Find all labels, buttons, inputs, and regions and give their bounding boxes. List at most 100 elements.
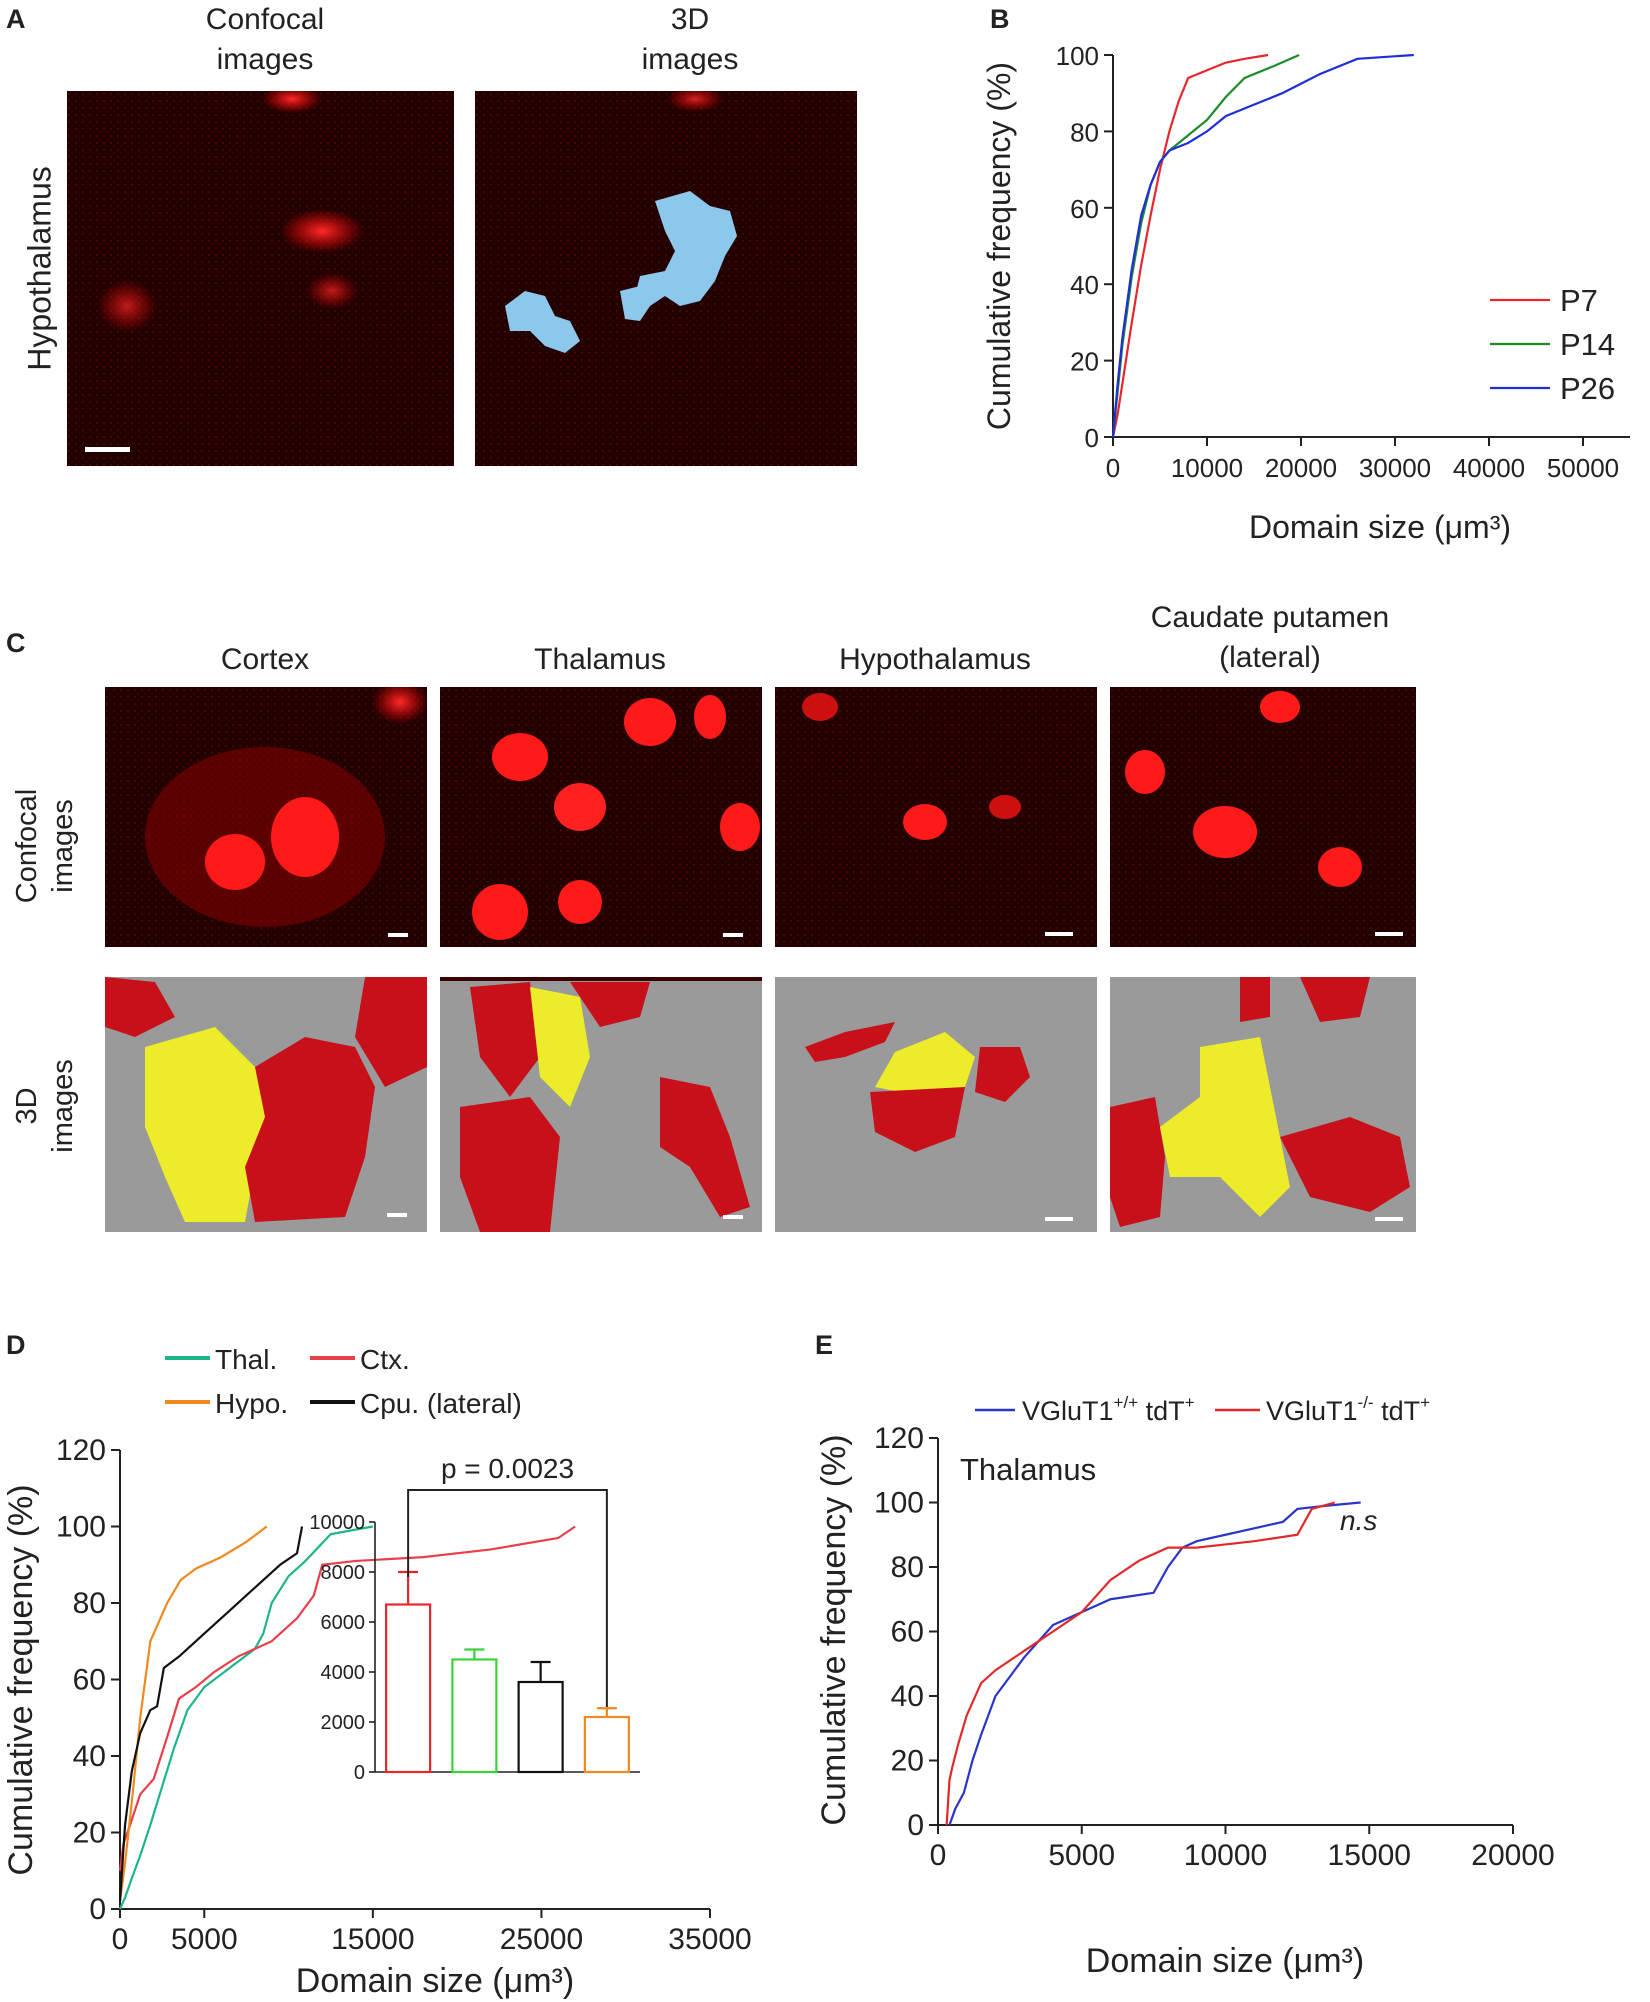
y-axis-label: Cumulative frequency (%) — [815, 1434, 853, 1825]
x-tick-label: 25000 — [500, 1923, 583, 1956]
render-3d-graphic — [475, 91, 857, 466]
y-tick-label: 100 — [1056, 41, 1099, 71]
inset-bar-2 — [517, 1680, 564, 1774]
render-3d-graphic — [105, 977, 427, 1222]
x-tick-label: 40000 — [1453, 453, 1525, 483]
x-tick-label: 50000 — [1547, 453, 1619, 483]
confocal-graphic — [1110, 687, 1416, 947]
panel-c-confocal-caudate — [1110, 687, 1416, 947]
x-tick-label: 5000 — [1048, 1839, 1115, 1872]
y-tick-label: 80 — [1070, 117, 1099, 147]
inset-y-tick-label: 10000 — [309, 1512, 365, 1534]
x-axis-label: Domain size (μm³) — [1249, 509, 1511, 545]
panel-a-3d-image — [475, 91, 857, 466]
panel-c-3d-hypothalamus — [775, 977, 1097, 1232]
series-line-vglut1-tdt- — [948, 1501, 1361, 1826]
x-tick-label: 30000 — [1359, 453, 1431, 483]
x-tick-label: 20000 — [1471, 1839, 1554, 1872]
y-tick-label: 60 — [891, 1616, 924, 1649]
render-3d-graphic — [440, 977, 762, 1232]
panel-a-label: A — [6, 4, 26, 34]
legend-label: Cpu. (lateral) — [360, 1388, 522, 1419]
inset-y-tick-label: 4000 — [321, 1662, 366, 1684]
y-tick-label: 20 — [73, 1817, 106, 1850]
inset-bar-0 — [385, 1603, 432, 1774]
render-3d-graphic — [1110, 977, 1410, 1227]
panel-a-header-confocal: Confocal images — [205, 3, 325, 76]
x-tick-label: 15000 — [1328, 1839, 1411, 1872]
y-tick-label: 100 — [56, 1511, 106, 1544]
x-tick-label: 10000 — [1184, 1839, 1267, 1872]
series-line-thal- — [118, 1525, 374, 1910]
panel-b-label: B — [990, 4, 1010, 34]
x-axis-label: Domain size (μm³) — [1086, 1942, 1364, 1980]
scale-bar — [1375, 932, 1403, 936]
legend-label: P14 — [1560, 327, 1615, 362]
confocal-graphic — [105, 687, 427, 947]
panel-c-confocal-thalamus — [440, 687, 762, 947]
render-3d-graphic — [805, 1022, 1073, 1221]
x-tick-label: 0 — [930, 1839, 947, 1872]
scale-bar — [723, 1215, 743, 1219]
panel-c-header-hypothalamus: Hypothalamus — [839, 643, 1031, 676]
x-tick-label: 0 — [112, 1923, 129, 1956]
panel-c-row-confocal: Confocal images — [11, 788, 79, 904]
series-line-ctx- — [118, 1525, 576, 1871]
legend-label: P26 — [1560, 371, 1615, 406]
scale-bar — [1375, 1217, 1403, 1221]
ns-label: n.s — [1340, 1505, 1377, 1536]
series-line-p7 — [1111, 53, 1269, 438]
y-tick-label: 0 — [907, 1809, 924, 1842]
x-axis-label: Domain size (μm³) — [296, 1962, 574, 2000]
y-tick-label: 40 — [73, 1740, 106, 1773]
scale-bar — [1045, 1217, 1073, 1221]
panel-d-chart: 0 20 40 60 80 100 120 0 5000 15000 25000 35000 Cumul… — [2, 1344, 752, 2000]
y-tick-label: 40 — [891, 1680, 924, 1713]
scale-bar — [388, 933, 408, 937]
inset-y-tick-label: 6000 — [321, 1612, 366, 1634]
inset-y-tick-label: 8000 — [321, 1562, 366, 1584]
inset-y-tick-label: 0 — [354, 1762, 365, 1784]
confocal-graphic — [440, 687, 762, 947]
scale-bar — [85, 447, 130, 452]
x-tick-label: 20000 — [1265, 453, 1337, 483]
panel-c-3d-thalamus — [440, 977, 762, 1232]
legend-label: Hypo. — [215, 1388, 288, 1419]
series-line-p14 — [1111, 53, 1300, 438]
x-tick-label: 5000 — [171, 1923, 238, 1956]
x-tick-label: 15000 — [331, 1923, 414, 1956]
panel-d-label: D — [6, 1330, 26, 1360]
y-axis-label: Cumulative frequency (%) — [2, 1484, 40, 1875]
series-line-hypo- — [118, 1525, 268, 1902]
y-tick-label: 120 — [874, 1422, 924, 1455]
scale-bar — [387, 1213, 407, 1217]
inset-y-tick-label: 2000 — [321, 1712, 366, 1734]
y-axis-label: Cumulative frequency (%) — [981, 62, 1017, 430]
panel-a-header-3d: 3D images — [641, 3, 739, 76]
confocal-cells-graphic — [67, 91, 454, 466]
y-tick-label: 60 — [73, 1664, 106, 1697]
significance-bracket — [407, 1489, 608, 1707]
panel-c-label: C — [6, 628, 26, 658]
legend-label: P7 — [1560, 283, 1598, 318]
series-line-vglut1-tdt- — [945, 1501, 1336, 1826]
panel-c-3d-cortex — [105, 977, 427, 1232]
panel-c-row-3d: 3D images — [11, 1059, 79, 1153]
panel-a-row-label: Hypothalamus — [21, 166, 58, 371]
x-tick-label: 10000 — [1171, 453, 1243, 483]
y-tick-label: 20 — [1070, 347, 1099, 377]
series-line-cpu-lateral- — [118, 1526, 304, 1902]
region-label: Thalamus — [960, 1452, 1096, 1487]
x-tick-label: 0 — [1106, 453, 1120, 483]
y-tick-label: 40 — [1070, 270, 1099, 300]
panel-c-header-caudate: Caudate putamen (lateral) — [1150, 601, 1390, 674]
panel-c-3d-caudate — [1110, 977, 1416, 1232]
scale-bar — [723, 933, 743, 937]
panel-c-header-thalamus: Thalamus — [534, 643, 666, 676]
y-tick-label: 100 — [874, 1487, 924, 1520]
legend-label: VGluT1+/+ tdT+ — [1022, 1393, 1195, 1426]
confocal-graphic — [775, 687, 1097, 947]
inset-bar-3 — [583, 1715, 630, 1774]
legend-label: Thal. — [215, 1344, 277, 1375]
panel-c-confocal-hypothalamus — [775, 687, 1097, 947]
